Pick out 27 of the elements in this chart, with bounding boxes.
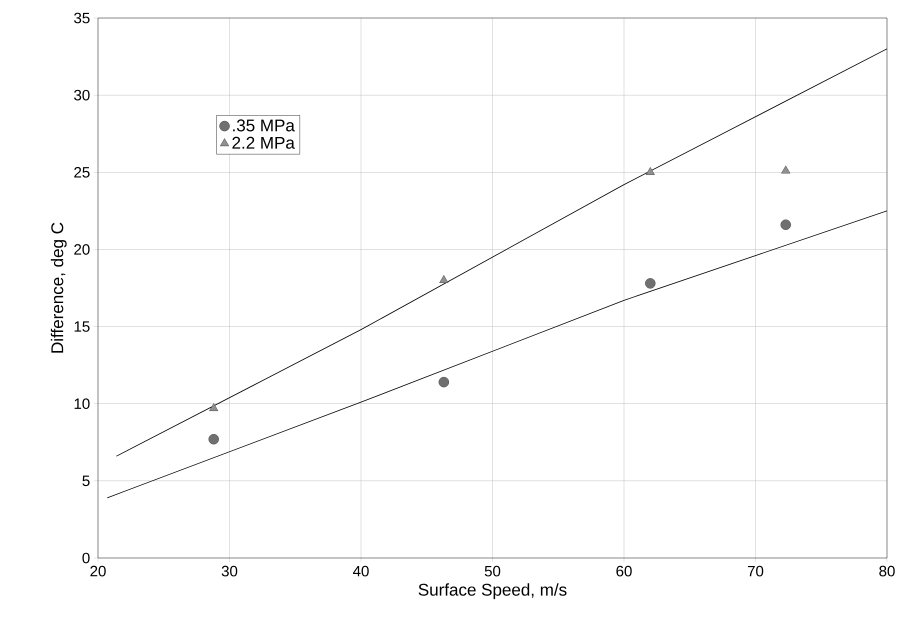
y-tick-label: 5 [82,476,90,486]
y-tick-label: 35 [74,12,90,24]
y-tick-label: 10 [74,398,90,410]
point [439,275,448,283]
y-tick-label: 20 [74,244,90,255]
y-axis-title: Difference, deg C [50,222,67,353]
x-axis-title: Surface Speed, m/s [418,583,567,600]
y-tick-label: 15 [74,321,90,332]
point [646,167,655,175]
legend-label: 2.2 MPa [232,136,295,149]
y-tick-label: 30 [74,90,90,100]
x-tick-label: 80 [879,566,895,576]
x-tick-label: 70 [748,566,764,576]
x-tick-label: 20 [90,566,106,576]
point [208,434,219,444]
point [781,166,790,174]
point [645,278,656,289]
x-tick-label: 30 [222,566,238,576]
x-tick-label: 40 [353,566,369,576]
point [438,376,450,388]
y-tick-label: 25 [74,166,90,178]
y-tick-label: 0 [82,552,90,564]
legend-label: .35 MPa [233,119,295,132]
x-tick-label: 60 [616,566,632,576]
point [780,220,791,230]
point [209,403,218,412]
x-tick-label: 50 [484,566,500,576]
